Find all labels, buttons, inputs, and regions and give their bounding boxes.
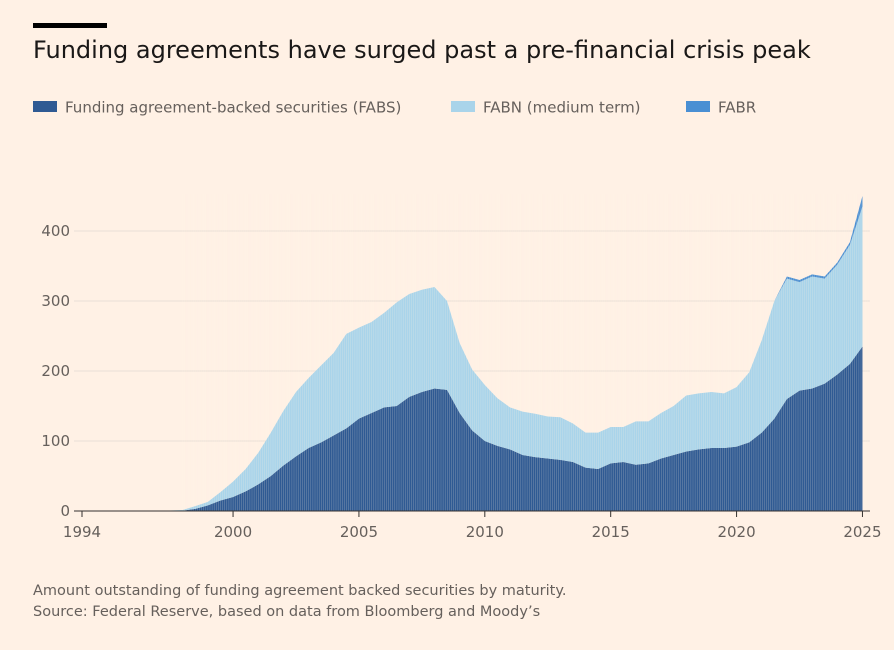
bar-texture bbox=[182, 194, 870, 511]
footer-source: Source: Federal Reserve, based on data f… bbox=[33, 604, 541, 620]
chart-title: Funding agreements have surged past a pr… bbox=[33, 36, 811, 64]
legend-label-fabr: FABR bbox=[718, 98, 757, 117]
header-accent-bar bbox=[33, 23, 107, 28]
area-series-0 bbox=[82, 346, 863, 511]
legend-swatch-fabn bbox=[451, 101, 475, 112]
x-tick-label-2000: 2000 bbox=[214, 523, 252, 541]
footer-note: Amount outstanding of funding agreement … bbox=[33, 583, 567, 599]
y-tick-label-400: 400 bbox=[41, 222, 70, 240]
y-tick-label-0: 0 bbox=[60, 502, 70, 520]
legend-item-fabn: FABN (medium term) bbox=[451, 98, 641, 117]
x-tick-label-1994: 1994 bbox=[63, 523, 101, 541]
legend-label-fabs: Funding agreement-backed securities (FAB… bbox=[65, 98, 402, 117]
x-tick-label-2010: 2010 bbox=[466, 523, 504, 541]
legend-swatch-fabr bbox=[686, 101, 710, 112]
y-tick-label-200: 200 bbox=[41, 362, 70, 380]
footer: Amount outstanding of funding agreement … bbox=[33, 581, 566, 623]
x-tick-label-2015: 2015 bbox=[592, 523, 630, 541]
legend-label-fabn: FABN (medium term) bbox=[483, 98, 641, 117]
legend-swatch-fabs bbox=[33, 101, 57, 112]
y-tick-label-300: 300 bbox=[41, 292, 70, 310]
x-tick-label-2025: 2025 bbox=[843, 523, 881, 541]
legend-item-fabr: FABR bbox=[686, 98, 756, 117]
x-axis: 1994 2000 2005 2010 2015 2020 2025 bbox=[63, 510, 882, 541]
x-tick-label-2005: 2005 bbox=[340, 523, 378, 541]
y-tick-label-100: 100 bbox=[41, 432, 70, 450]
y-axis: 0 100 200 300 400 bbox=[41, 222, 70, 520]
legend-item-fabs: Funding agreement-backed securities (FAB… bbox=[33, 98, 401, 117]
x-tick-label-2020: 2020 bbox=[717, 523, 755, 541]
stacked-area-chart: 0 100 200 300 400 1994 2000 2005 2010 2015 2020 20… bbox=[41, 194, 882, 541]
